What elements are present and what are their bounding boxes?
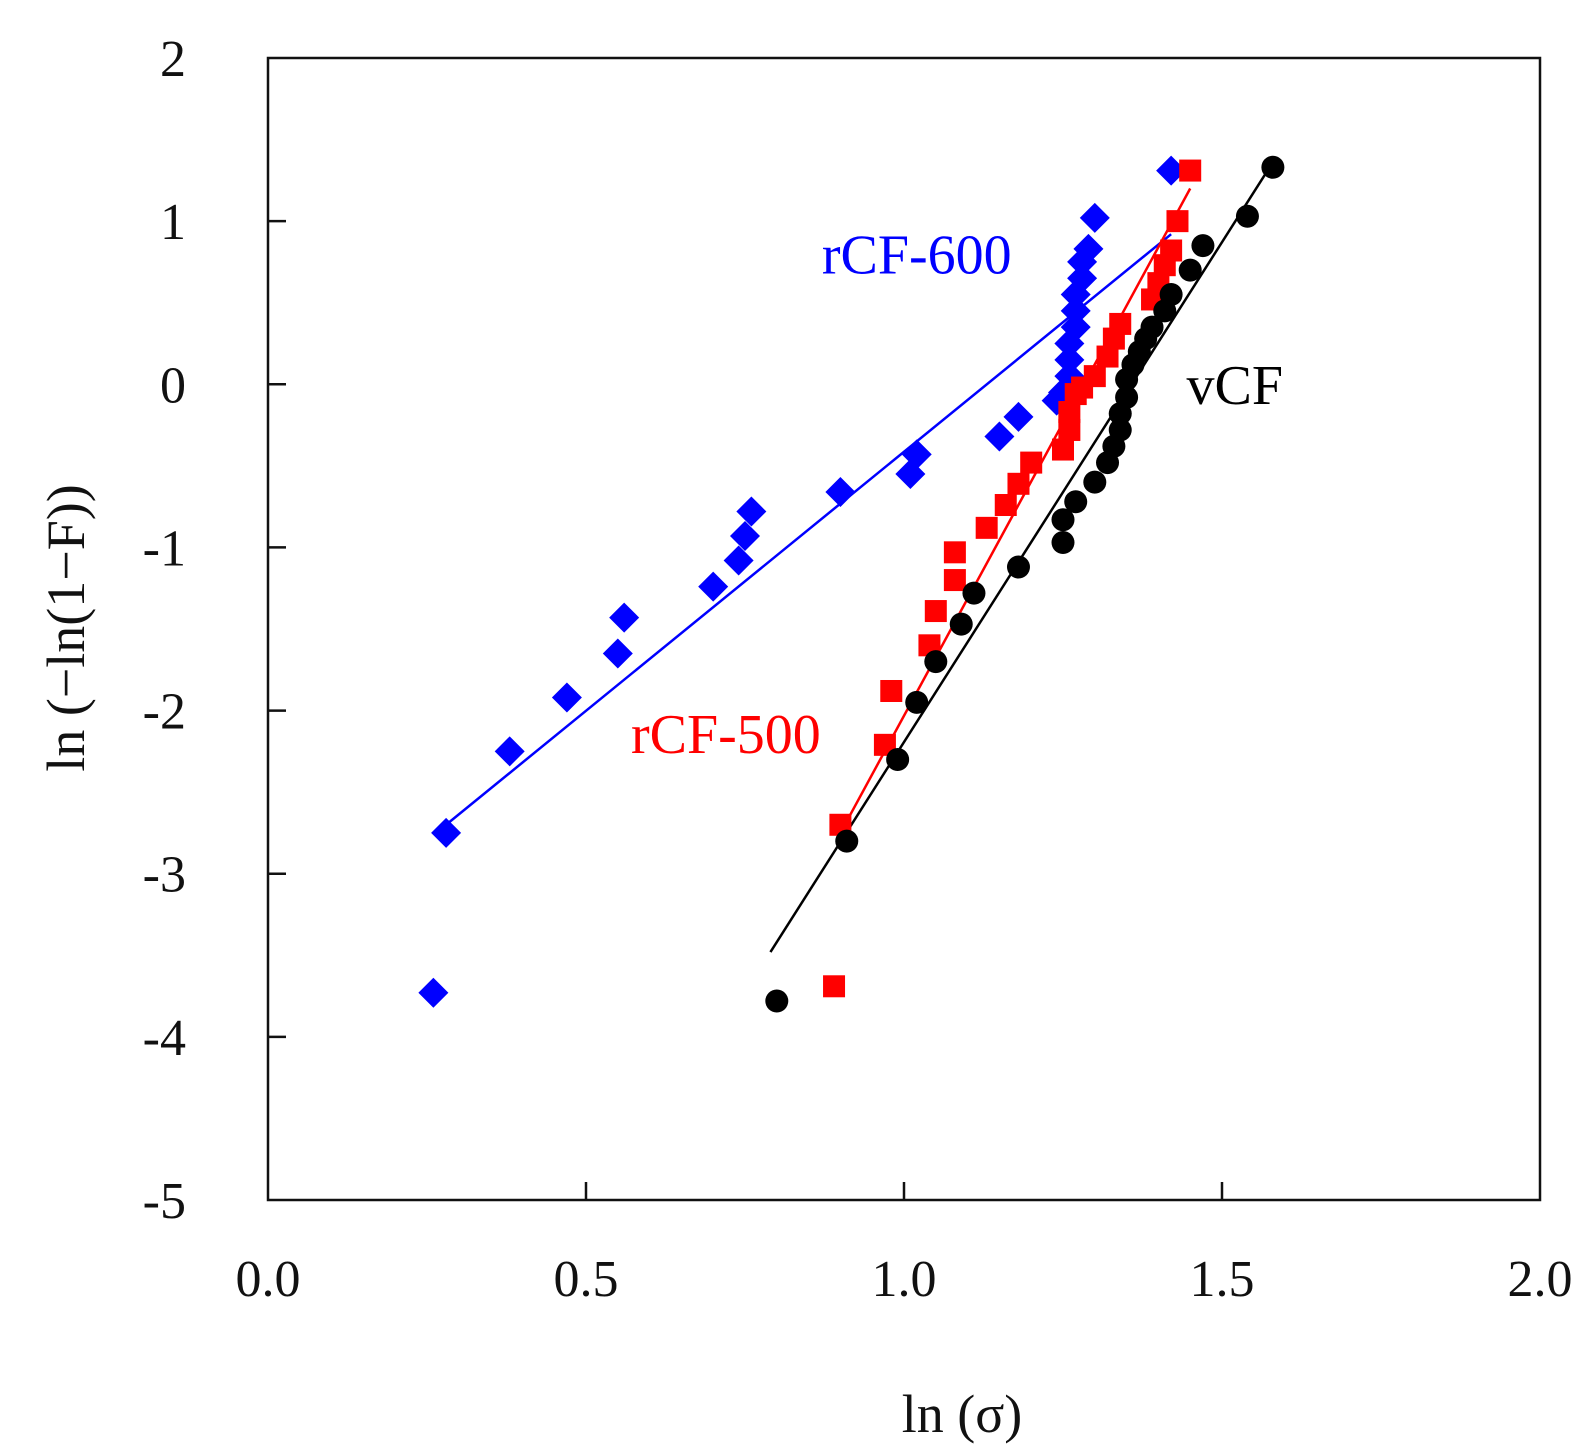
y-tick-label: -1 [143, 520, 186, 577]
rcf-500-point [873, 733, 896, 756]
rcf-500-point [1083, 365, 1106, 388]
rcf-500-label: rCF-500 [631, 704, 821, 766]
rcf-600-point [1060, 312, 1091, 343]
rcf-500-point [994, 494, 1017, 517]
y-tick-label: -4 [143, 1010, 186, 1067]
rcf-600-fit-line [445, 233, 1172, 826]
data-markers [418, 155, 1285, 1013]
rcf-500-point [1020, 451, 1043, 474]
rcf-600-label: rCF-600 [822, 224, 1012, 286]
rcf-500-point [924, 600, 947, 623]
rcf-600-point [730, 521, 760, 552]
rcf-600-point [494, 736, 525, 767]
vcf-point [1191, 234, 1215, 258]
rcf-500-point [943, 569, 966, 592]
rcf-600-point [984, 421, 1015, 452]
rcf-600-point [1156, 155, 1187, 186]
x-axis: 0.0 0.5 1.0 1.5 2.0 [236, 1182, 1573, 1308]
rcf-600-point [431, 817, 462, 848]
rcf-500-point [880, 679, 903, 702]
rcf-600-point [609, 602, 640, 633]
y-tick-label: 1 [160, 194, 186, 251]
vcf-point [1235, 204, 1259, 228]
vcf-point [1159, 283, 1183, 307]
rcf-600-point [1060, 295, 1091, 326]
x-tick-label: 0.0 [236, 1251, 301, 1308]
x-tick-label: 2.0 [1508, 1251, 1573, 1308]
rcf-600-point [1054, 344, 1085, 375]
rcf-600-point [736, 496, 767, 527]
vcf-label: vCF [1186, 355, 1283, 417]
y-tick-label: -5 [143, 1173, 186, 1230]
rcf-600-point [901, 439, 932, 470]
rcf-600-point [698, 571, 729, 602]
rcf-600-point [1067, 263, 1098, 294]
rcf-600-point [1003, 401, 1034, 432]
rcf-500-point [943, 541, 966, 564]
vcf-point [1051, 508, 1075, 532]
rcf-600-point [602, 638, 633, 669]
rcf-500-point [1007, 472, 1030, 495]
y-tick-label: 2 [160, 31, 186, 88]
vcf-point [1064, 490, 1088, 514]
vcf-point [905, 690, 929, 714]
x-tick-label: 0.5 [554, 1251, 619, 1308]
y-axis-title: ln (−ln(1−F)) [36, 484, 96, 771]
rcf-600-point [723, 545, 754, 576]
rcf-500-point [1058, 401, 1081, 424]
rcf-500-point [823, 975, 846, 998]
vcf-point [924, 650, 948, 674]
vcf-point [1261, 155, 1285, 179]
rcf-500-point [1096, 345, 1119, 368]
y-tick-label: -3 [143, 847, 186, 904]
x-tick-label: 1.0 [872, 1251, 937, 1308]
y-axis: -5 -4 -3 -2 -1 0 1 2 [143, 31, 286, 1230]
x-axis-title: ln (σ) [902, 1384, 1023, 1444]
vcf-point [1051, 531, 1075, 555]
vcf-point [886, 748, 910, 772]
vcf-point [949, 612, 973, 636]
vcf-point [1006, 555, 1030, 579]
rcf-600-point [418, 977, 449, 1008]
x-tick-label: 1.5 [1190, 1251, 1255, 1308]
rcf-600-point [825, 476, 856, 507]
y-tick-label: 0 [160, 357, 186, 414]
rcf-500-point [1109, 312, 1132, 335]
rcf-500-point [1160, 239, 1183, 262]
rcf-500-point [1052, 438, 1074, 461]
series-annotations: rCF-600 rCF-500 vCF [631, 224, 1283, 766]
vcf-point [1140, 315, 1164, 339]
vcf-point [962, 581, 986, 605]
rcf-500-point [975, 516, 998, 539]
rcf-600-point [1073, 233, 1104, 264]
rcf-500-point [1058, 418, 1081, 441]
vcf-point [1115, 385, 1139, 409]
vcf-point [1108, 418, 1132, 442]
vcf-point [1083, 470, 1107, 494]
vcf-point [1178, 258, 1202, 282]
rcf-600-point [1079, 202, 1110, 233]
rcf-600-point [551, 682, 582, 713]
vcf-point [835, 829, 859, 853]
vcf-point [765, 989, 789, 1013]
y-tick-label: -2 [143, 684, 186, 741]
rcf-500-point [1166, 210, 1189, 233]
rcf-500-point [1179, 159, 1202, 182]
